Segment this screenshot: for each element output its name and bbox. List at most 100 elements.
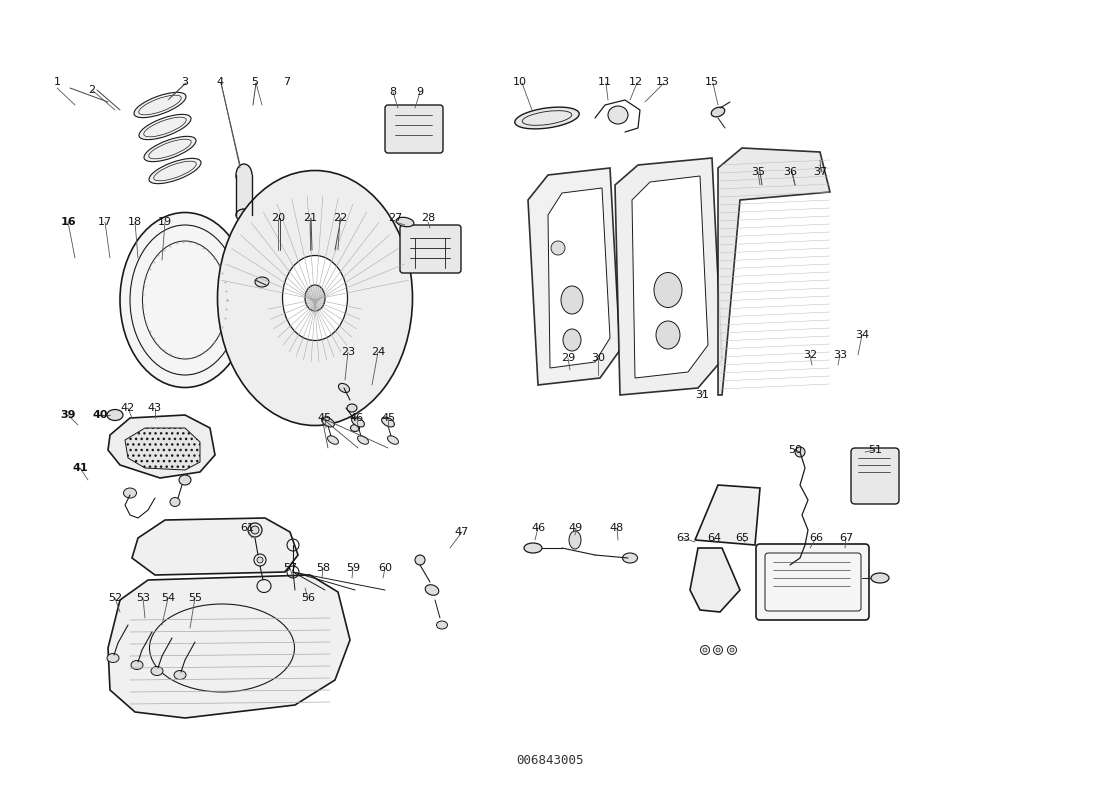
Text: 23: 23: [341, 347, 355, 357]
Ellipse shape: [437, 621, 448, 629]
Ellipse shape: [561, 286, 583, 314]
Text: 59: 59: [345, 563, 360, 573]
Text: 29: 29: [561, 353, 575, 363]
Text: 20: 20: [271, 213, 285, 223]
Polygon shape: [718, 148, 830, 395]
Bar: [236, 175, 252, 215]
Ellipse shape: [251, 526, 258, 534]
Text: 46: 46: [531, 523, 546, 533]
Text: 2: 2: [88, 85, 96, 95]
Ellipse shape: [351, 425, 360, 431]
Text: 42: 42: [121, 403, 135, 413]
Ellipse shape: [608, 106, 628, 124]
Text: 51: 51: [868, 445, 882, 455]
Text: 45: 45: [318, 413, 332, 423]
Ellipse shape: [654, 273, 682, 307]
Text: 8: 8: [389, 87, 397, 97]
Text: 55: 55: [188, 593, 202, 603]
Text: 54: 54: [161, 593, 175, 603]
Text: 31: 31: [695, 390, 710, 400]
Text: 15: 15: [705, 77, 719, 87]
FancyBboxPatch shape: [756, 544, 869, 620]
Text: 49: 49: [569, 523, 583, 533]
Ellipse shape: [426, 585, 439, 595]
Text: 17: 17: [98, 217, 112, 227]
Text: 7: 7: [284, 77, 290, 87]
Text: 16: 16: [60, 217, 76, 227]
Text: 5: 5: [252, 77, 258, 87]
Polygon shape: [615, 158, 722, 395]
Text: 43: 43: [147, 403, 162, 413]
Ellipse shape: [174, 670, 186, 679]
Ellipse shape: [305, 285, 324, 311]
Polygon shape: [528, 168, 620, 385]
Polygon shape: [125, 428, 200, 470]
Text: 58: 58: [316, 563, 330, 573]
Text: 37: 37: [813, 167, 827, 177]
Ellipse shape: [656, 321, 680, 349]
Text: 45: 45: [381, 413, 395, 423]
Ellipse shape: [730, 648, 734, 652]
Text: 63: 63: [676, 533, 690, 543]
Polygon shape: [548, 188, 610, 368]
Ellipse shape: [346, 404, 358, 412]
Polygon shape: [632, 176, 708, 378]
Ellipse shape: [139, 114, 191, 140]
FancyBboxPatch shape: [400, 225, 461, 273]
Ellipse shape: [712, 107, 725, 117]
Polygon shape: [695, 485, 760, 545]
Ellipse shape: [358, 436, 368, 444]
Ellipse shape: [871, 573, 889, 583]
Text: 24: 24: [371, 347, 385, 357]
Text: 006843005: 006843005: [516, 754, 584, 766]
Text: 66: 66: [808, 533, 823, 543]
Text: 57: 57: [283, 563, 297, 573]
Ellipse shape: [236, 209, 252, 221]
Text: 46: 46: [350, 413, 364, 423]
Text: 39: 39: [60, 410, 76, 420]
Text: 52: 52: [108, 593, 122, 603]
Polygon shape: [690, 548, 740, 612]
Text: 13: 13: [656, 77, 670, 87]
FancyBboxPatch shape: [385, 105, 443, 153]
Polygon shape: [132, 518, 298, 575]
Text: 32: 32: [803, 350, 817, 360]
Text: 33: 33: [833, 350, 847, 360]
Ellipse shape: [321, 417, 334, 427]
Polygon shape: [108, 415, 214, 478]
Text: 60: 60: [378, 563, 392, 573]
Ellipse shape: [120, 213, 250, 387]
Text: 4: 4: [217, 77, 223, 87]
Text: 12: 12: [629, 77, 644, 87]
Ellipse shape: [257, 557, 263, 563]
Text: 22: 22: [333, 213, 348, 223]
Ellipse shape: [352, 417, 364, 427]
Ellipse shape: [551, 241, 565, 255]
Text: 19: 19: [158, 217, 172, 227]
Ellipse shape: [396, 218, 414, 226]
Text: 65: 65: [735, 533, 749, 543]
Ellipse shape: [255, 277, 270, 287]
Text: 56: 56: [301, 593, 315, 603]
Text: 40: 40: [92, 410, 108, 420]
Ellipse shape: [131, 661, 143, 670]
Text: 64: 64: [707, 533, 722, 543]
Ellipse shape: [123, 488, 136, 498]
Text: 10: 10: [513, 77, 527, 87]
Text: 67: 67: [839, 533, 854, 543]
Text: 36: 36: [783, 167, 798, 177]
Ellipse shape: [170, 498, 180, 506]
Ellipse shape: [148, 158, 201, 184]
Ellipse shape: [524, 543, 542, 553]
Ellipse shape: [218, 170, 412, 426]
Ellipse shape: [623, 553, 638, 563]
Ellipse shape: [236, 164, 252, 186]
Ellipse shape: [328, 436, 339, 444]
Ellipse shape: [563, 329, 581, 351]
Text: 34: 34: [855, 330, 869, 340]
Polygon shape: [108, 575, 350, 718]
Ellipse shape: [382, 417, 395, 427]
Ellipse shape: [134, 92, 186, 118]
Text: 9: 9: [417, 87, 424, 97]
Ellipse shape: [515, 107, 580, 129]
